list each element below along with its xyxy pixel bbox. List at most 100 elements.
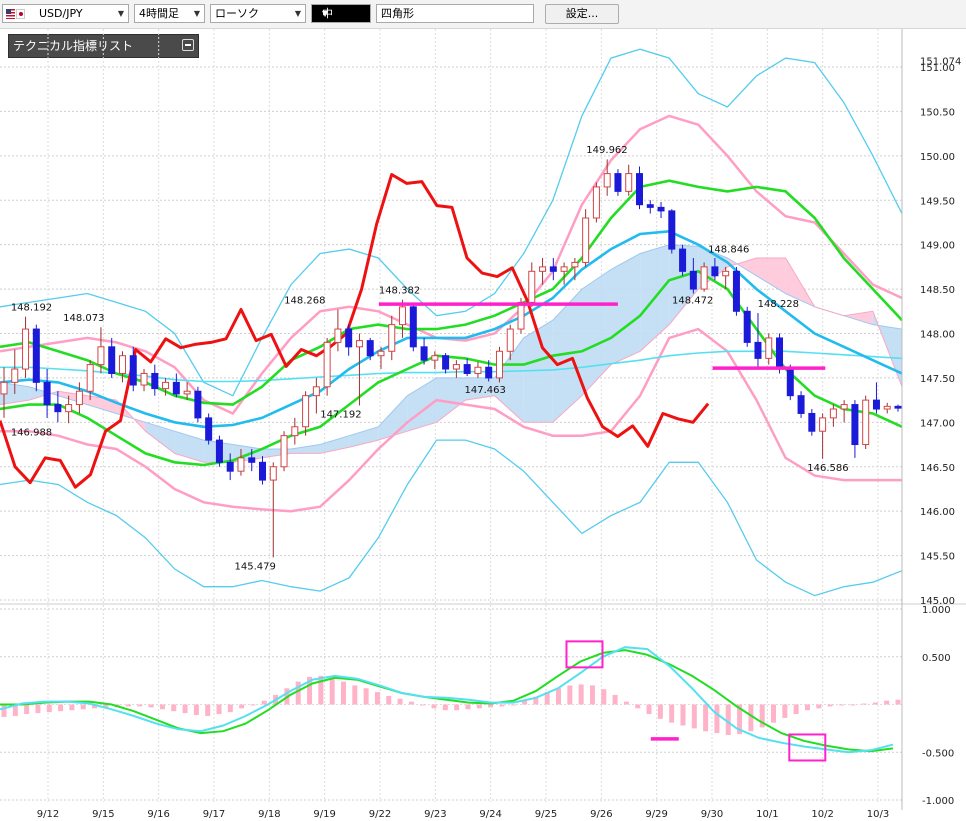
date-tick-label: 9/18 <box>258 809 280 820</box>
macd-marker-box <box>565 640 604 669</box>
candle-body <box>323 341 331 388</box>
macd-histogram-bar <box>295 681 301 705</box>
macd-histogram-bar <box>69 704 75 711</box>
cloud-segment <box>552 289 582 423</box>
candle-body <box>485 366 493 379</box>
price-annotation: 149.962 <box>586 145 627 156</box>
macd-histogram-bar <box>227 704 233 713</box>
macd-histogram-bar <box>46 704 52 713</box>
candle-body <box>872 399 880 410</box>
candle-body <box>312 386 320 397</box>
candle-body <box>797 395 805 414</box>
date-tick-label: 9/17 <box>203 809 225 820</box>
macd-histogram-bar <box>793 704 799 715</box>
candle-body <box>732 270 740 312</box>
cloud-segment <box>611 253 641 365</box>
candle-body <box>43 381 51 406</box>
macd-histogram-bar <box>148 704 154 708</box>
macd-histogram-bar <box>307 676 313 705</box>
cloud-segment <box>174 431 204 463</box>
macd-line <box>0 646 894 754</box>
macd-histogram-bar <box>522 700 528 705</box>
chart-style-label: ローソク <box>215 7 259 20</box>
cloud-segment <box>523 320 553 423</box>
macd-histogram-bar <box>782 704 788 718</box>
candle-body <box>269 466 277 481</box>
candle-body <box>302 395 310 428</box>
candle-body <box>420 346 428 361</box>
candle-body <box>517 301 525 330</box>
macd-histogram-bar <box>816 704 822 709</box>
candle-body <box>22 328 30 370</box>
settings-button[interactable]: 設定... <box>545 4 619 24</box>
date-tick-label: 10/1 <box>756 809 778 820</box>
macd-histogram-bar <box>737 704 743 735</box>
macd-histogram-bar <box>1 704 7 717</box>
chevron-down-icon: ▼ <box>322 9 329 18</box>
candle-body <box>603 173 611 188</box>
macd-histogram-bar <box>318 675 324 705</box>
price-annotation: 148.228 <box>758 299 799 310</box>
cloud-segment <box>669 244 699 325</box>
cloud-segment <box>378 395 408 441</box>
candle-body <box>539 266 547 272</box>
macd-histogram-bar <box>488 704 494 708</box>
candle-body <box>151 372 159 390</box>
candle-body <box>280 435 288 468</box>
macd-histogram-bar <box>601 689 607 705</box>
macd-histogram-bar <box>544 692 550 705</box>
macd-histogram-bar <box>363 688 369 705</box>
candle-body <box>97 346 105 366</box>
date-tick-label: 9/22 <box>369 809 391 820</box>
macd-histogram-bar <box>205 704 211 716</box>
macd-histogram-bar <box>872 702 878 705</box>
macd-tick-label: 1.000 <box>922 605 951 616</box>
candle-body <box>582 217 590 263</box>
candle-body <box>431 355 439 361</box>
macd-histogram-bar <box>567 685 573 705</box>
macd-histogram-bar <box>103 704 109 708</box>
macd-histogram-bar <box>748 704 754 732</box>
macd-histogram-bar <box>431 704 437 709</box>
symbol-select[interactable]: USD/JPY ▼ <box>2 4 129 23</box>
macd-histogram-bar <box>454 704 460 711</box>
date-tick-label: 10/2 <box>811 809 833 820</box>
indicator-lines <box>0 48 903 597</box>
date-tick-label: 9/26 <box>590 809 612 820</box>
candle-body <box>108 346 116 374</box>
macd-histogram-bar <box>680 704 686 726</box>
line-width-select[interactable]: 中 ▼ <box>311 4 371 23</box>
price-tick-label: 148.00 <box>920 330 955 341</box>
candle-body <box>162 381 170 390</box>
macd-histogram-bar <box>386 695 392 705</box>
candle-body <box>11 368 19 383</box>
candle-body <box>679 248 687 272</box>
candle-body <box>592 186 600 219</box>
ichimoku-cloud <box>0 244 903 463</box>
cloud-segment <box>145 422 175 454</box>
candle-body <box>765 337 773 359</box>
price-tick-label: 146.00 <box>920 507 955 518</box>
price-annotation: 148.192 <box>11 302 52 313</box>
cloud-segment <box>756 257 786 294</box>
macd-histogram-bar <box>80 704 86 710</box>
timeframe-label: 4時間足 <box>139 7 179 20</box>
collapse-icon[interactable] <box>182 39 194 51</box>
chart-style-select[interactable]: ローソク ▼ <box>210 4 306 23</box>
macd-histogram-bar <box>476 704 482 709</box>
price-annotation: 148.472 <box>672 296 713 307</box>
macd-histogram-bar <box>669 704 675 723</box>
candle-body <box>474 366 482 374</box>
candle-body <box>452 364 460 370</box>
chart-area[interactable]: 148.192 148.073 146.988 145.479 148.268 147.1… <box>0 29 966 821</box>
candle-body <box>614 173 622 192</box>
candle-body <box>409 306 417 348</box>
shape-select[interactable]: 四角形 <box>376 4 534 23</box>
candle-body <box>355 340 363 348</box>
timeframe-select[interactable]: 4時間足 ▼ <box>134 4 205 23</box>
bb-inner-upper-line <box>0 114 903 416</box>
candle-body <box>442 355 450 370</box>
cloud-segment <box>581 269 612 396</box>
macd-histogram-bar <box>125 704 131 707</box>
macd-histogram-bar <box>759 704 765 728</box>
